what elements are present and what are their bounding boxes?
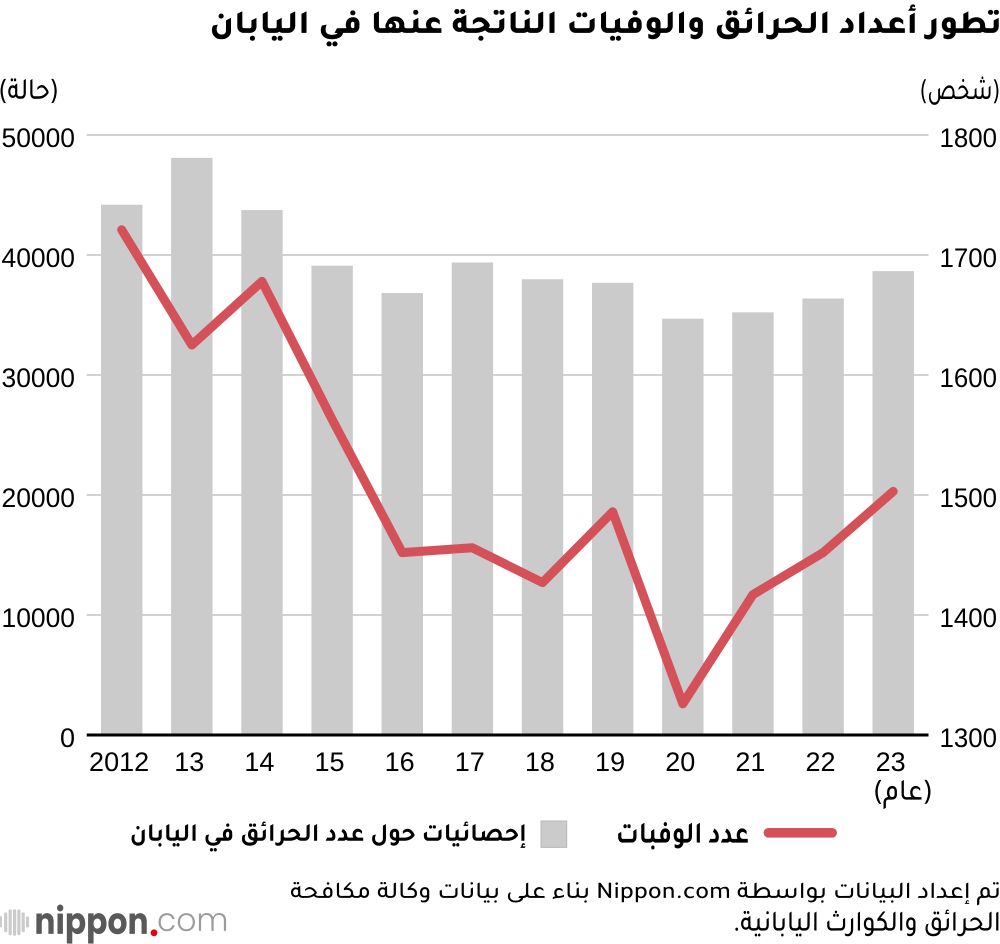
svg-text:1600: 1600 [940, 363, 998, 393]
svg-text:1800: 1800 [940, 123, 998, 153]
svg-text:13: 13 [174, 747, 204, 777]
svg-text:10000: 10000 [2, 603, 76, 633]
svg-text:22: 22 [805, 747, 835, 777]
svg-text:17: 17 [455, 747, 485, 777]
svg-text:0: 0 [60, 723, 75, 753]
svg-text:40000: 40000 [2, 243, 76, 273]
svg-text:18: 18 [525, 747, 555, 777]
svg-text:16: 16 [385, 747, 415, 777]
svg-text:23: 23 [876, 747, 906, 777]
svg-text:1500: 1500 [940, 483, 998, 513]
svg-text:1700: 1700 [940, 243, 998, 273]
svg-text:20000: 20000 [2, 483, 76, 513]
svg-text:19: 19 [595, 747, 625, 777]
svg-text:14: 14 [244, 747, 274, 777]
svg-text:30000: 30000 [2, 363, 76, 393]
svg-text:21: 21 [735, 747, 765, 777]
svg-text:20: 20 [665, 747, 695, 777]
svg-text:1300: 1300 [940, 723, 998, 753]
svg-text:50000: 50000 [2, 123, 76, 153]
svg-text:1400: 1400 [940, 603, 998, 633]
svg-text:2012: 2012 [89, 747, 149, 777]
svg-text:15: 15 [314, 747, 344, 777]
